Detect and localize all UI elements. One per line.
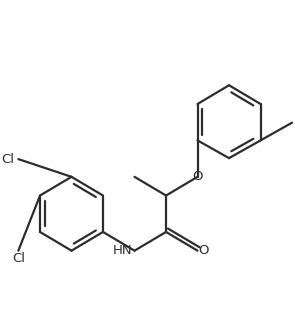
Text: HN: HN bbox=[113, 244, 132, 257]
Text: O: O bbox=[198, 244, 209, 257]
Text: O: O bbox=[192, 170, 203, 183]
Text: Cl: Cl bbox=[12, 252, 25, 265]
Text: Cl: Cl bbox=[1, 153, 14, 166]
